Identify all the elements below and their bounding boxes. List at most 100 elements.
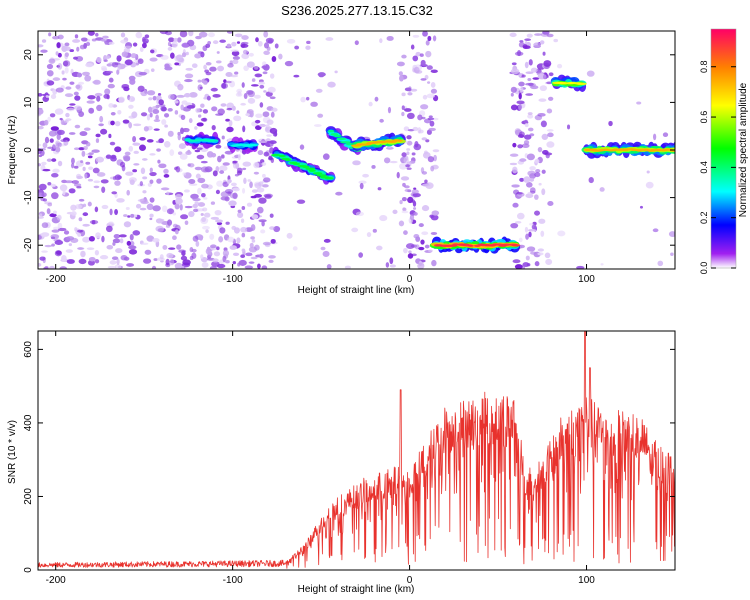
heatmap-noise-cell	[258, 81, 266, 85]
heatmap-noise-cell	[174, 55, 183, 62]
heatmap-noise-cell	[432, 117, 439, 121]
heatmap-noise-cell	[131, 111, 138, 119]
heatmap-noise-cell	[98, 123, 104, 127]
heatmap-signal-cell	[316, 174, 327, 177]
heatmap-noise-cell	[73, 147, 80, 151]
heatmap-noise-cell	[263, 50, 270, 55]
spectrogram-x-tick-label: 100	[578, 274, 595, 285]
heatmap-noise-cell	[379, 118, 384, 123]
heatmap-noise-cell	[163, 174, 170, 178]
spectrogram-x-label: Height of straight line (km)	[298, 285, 415, 296]
heatmap-noise-cell	[514, 264, 523, 269]
snr-y-tick-label: 0	[23, 567, 34, 573]
heatmap-noise-cell	[427, 35, 432, 42]
heatmap-noise-cell	[418, 129, 424, 134]
heatmap-noise-cell	[323, 238, 331, 243]
heatmap-noise-cell	[65, 112, 70, 118]
heatmap-noise-cell	[167, 46, 173, 51]
heatmap-noise-cell	[420, 239, 425, 245]
heatmap-noise-cell	[50, 183, 56, 188]
snr-y-label: SNR (10 * v/v)	[7, 420, 18, 484]
heatmap-noise-cell	[101, 67, 108, 72]
heatmap-noise-cell	[528, 59, 533, 66]
heatmap-noise-cell	[47, 181, 52, 186]
heatmap-noise-cell	[114, 208, 118, 216]
heatmap-noise-cell	[201, 262, 209, 268]
heatmap-noise-cell	[514, 220, 522, 224]
heatmap-noise-cell	[123, 156, 131, 162]
heatmap-noise-cell	[71, 157, 75, 164]
heatmap-noise-cell	[385, 146, 394, 150]
heatmap-noise-cell	[83, 42, 87, 49]
heatmap-noise-cell	[261, 65, 268, 69]
heatmap-noise-cell	[177, 83, 184, 91]
heatmap-noise-cell	[51, 192, 59, 200]
heatmap-noise-cell	[82, 212, 89, 217]
heatmap-noise-cell	[150, 49, 155, 54]
heatmap-noise-cell	[668, 231, 675, 238]
heatmap-noise-cell	[106, 63, 113, 67]
heatmap-noise-cell	[189, 255, 194, 261]
heatmap-noise-cell	[210, 201, 216, 205]
heatmap-noise-cell	[167, 219, 173, 226]
heatmap-noise-cell	[320, 246, 326, 251]
heatmap-noise-cell	[538, 218, 546, 224]
heatmap-noise-cell	[255, 37, 259, 43]
heatmap-noise-cell	[242, 161, 252, 167]
heatmap-noise-cell	[418, 223, 424, 228]
heatmap-noise-cell	[241, 82, 245, 88]
heatmap-noise-cell	[530, 85, 539, 90]
colorbar-ticks: 0.0 0.2 0.4 0.6 0.8	[699, 60, 736, 274]
heatmap-noise-cell	[128, 75, 136, 81]
heatmap-noise-cell	[205, 43, 211, 49]
heatmap-noise-cell	[260, 229, 266, 234]
heatmap-noise-cell	[84, 75, 92, 82]
heatmap-noise-cell	[132, 230, 141, 236]
heatmap-noise-cell	[210, 216, 220, 220]
heatmap-noise-cell	[55, 146, 61, 153]
heatmap-noise-cell	[125, 171, 134, 176]
heatmap-noise-cell	[254, 73, 263, 78]
heatmap-noise-cell	[182, 172, 187, 176]
heatmap-noise-cell	[158, 138, 164, 144]
heatmap-noise-cell	[73, 91, 79, 96]
heatmap-noise-cell	[525, 193, 534, 199]
heatmap-noise-cell	[93, 185, 100, 189]
heatmap-noise-cell	[142, 38, 149, 44]
heatmap-noise-cell	[293, 74, 300, 78]
heatmap-noise-cell	[226, 126, 234, 133]
heatmap-noise-cell	[263, 31, 269, 38]
heatmap-noise-cell	[146, 114, 151, 121]
heatmap-noise-cell	[70, 204, 77, 211]
heatmap-noise-cell	[169, 149, 175, 156]
heatmap-noise-cell	[255, 113, 263, 119]
heatmap-noise-cell	[212, 258, 219, 263]
heatmap-noise-cell	[226, 107, 233, 111]
heatmap-noise-cell	[184, 73, 194, 79]
heatmap-noise-cell	[110, 156, 117, 162]
heatmap-noise-cell	[525, 93, 533, 96]
heatmap-noise-cell	[420, 167, 425, 174]
heatmap-noise-cell	[251, 84, 259, 87]
heatmap-noise-cell	[262, 71, 268, 75]
heatmap-noise-cell	[537, 252, 544, 256]
heatmap-noise-cell	[215, 219, 223, 223]
spectrogram-y-tick-label: 20	[23, 49, 34, 61]
heatmap-noise-cell	[227, 63, 234, 68]
heatmap-noise-cell	[510, 92, 514, 97]
heatmap-noise-cell	[52, 77, 61, 81]
heatmap-noise-cell	[56, 134, 61, 141]
heatmap-noise-cell	[262, 184, 269, 188]
heatmap-noise-cell	[518, 73, 522, 78]
heatmap-noise-cell	[517, 134, 525, 138]
heatmap-noise-cell	[194, 53, 202, 59]
heatmap-noise-cell	[156, 178, 162, 184]
heatmap-signal-cell	[511, 244, 521, 247]
heatmap-noise-cell	[138, 71, 148, 76]
heatmap-noise-cell	[84, 173, 88, 179]
heatmap-noise-cell	[174, 110, 179, 115]
heatmap-noise-cell	[127, 215, 131, 218]
heatmap-noise-cell	[358, 180, 367, 185]
heatmap-noise-cell	[135, 203, 142, 209]
